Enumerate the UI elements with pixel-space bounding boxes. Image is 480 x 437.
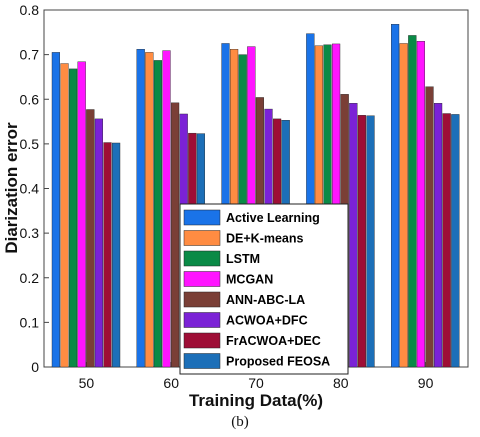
bar bbox=[136, 49, 145, 368]
bar bbox=[408, 35, 417, 368]
bar bbox=[442, 113, 451, 368]
legend-box bbox=[179, 203, 349, 375]
bar bbox=[86, 109, 95, 368]
y-tick-label: 0.3 bbox=[20, 225, 40, 241]
legend-swatch bbox=[183, 291, 221, 308]
bar bbox=[399, 43, 408, 368]
legend-entry: DE+K-means bbox=[226, 232, 304, 246]
bar bbox=[170, 102, 180, 368]
bar bbox=[145, 52, 154, 368]
legend-swatch bbox=[183, 312, 221, 328]
legend-swatch bbox=[183, 271, 221, 287]
legend-swatch bbox=[183, 353, 221, 369]
bar bbox=[103, 142, 112, 368]
legend-swatch bbox=[183, 250, 221, 267]
bar bbox=[416, 41, 426, 368]
legend-entry: LSTM bbox=[226, 252, 260, 266]
bar bbox=[434, 103, 443, 368]
bar bbox=[60, 63, 69, 368]
y-tick-label: 0.5 bbox=[20, 136, 40, 152]
x-tick-label: 50 bbox=[79, 375, 95, 391]
legend-entry: FrACWOA+DEC bbox=[226, 334, 321, 348]
x-tick-label: 60 bbox=[163, 375, 179, 391]
y-tick-label: 0.7 bbox=[20, 47, 40, 63]
y-tick-label: 0.8 bbox=[20, 2, 40, 18]
x-axis-label: Training Data(%) bbox=[189, 391, 323, 410]
bar bbox=[349, 103, 358, 368]
bar bbox=[111, 142, 121, 368]
legend-entry: Active Learning bbox=[226, 211, 320, 225]
y-tick-label: 0.2 bbox=[20, 270, 40, 286]
y-tick-label: 0.4 bbox=[20, 181, 40, 197]
legend-swatch bbox=[183, 230, 221, 246]
y-axis-label: Diarization error bbox=[2, 122, 21, 254]
legend-swatch bbox=[183, 209, 221, 226]
bar bbox=[357, 115, 367, 368]
bar bbox=[451, 114, 460, 368]
bar bbox=[94, 118, 104, 368]
bar bbox=[153, 60, 163, 368]
legend-swatch bbox=[183, 332, 221, 349]
x-tick-label: 90 bbox=[418, 375, 434, 391]
x-tick-label: 80 bbox=[333, 375, 349, 391]
figure-caption: (b) bbox=[231, 414, 249, 430]
bar bbox=[77, 61, 86, 368]
bar bbox=[391, 24, 400, 368]
bar bbox=[162, 50, 171, 368]
bar bbox=[366, 115, 375, 368]
y-tick-label: 0 bbox=[31, 359, 39, 375]
legend-entry: ANN-ABC-LA bbox=[226, 293, 305, 307]
y-tick-label: 0.1 bbox=[20, 314, 40, 330]
y-tick-label: 0.6 bbox=[20, 91, 40, 107]
legend: Active Learning DE+K-means LSTM MCGAN ANN-AB… bbox=[179, 203, 349, 375]
bar bbox=[68, 68, 78, 368]
x-tick-label: 70 bbox=[248, 375, 264, 391]
bar bbox=[51, 52, 61, 368]
legend-entry: MCGAN bbox=[226, 273, 273, 287]
legend-entry: ACWOA+DFC bbox=[226, 314, 308, 328]
bar bbox=[425, 86, 434, 368]
legend-entry: Proposed FEOSA bbox=[226, 355, 330, 369]
